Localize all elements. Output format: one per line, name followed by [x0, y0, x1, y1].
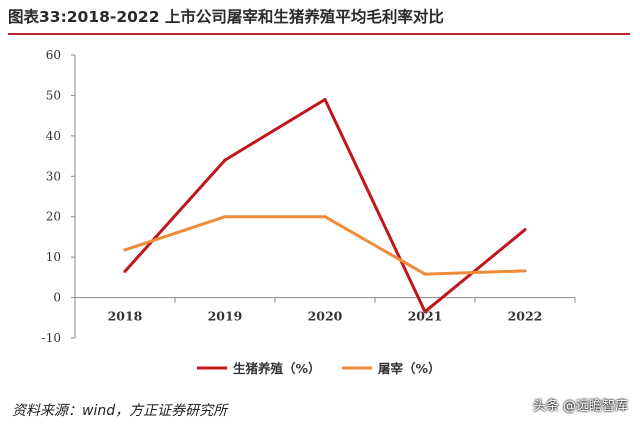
- x-tick-label: 2022: [508, 309, 543, 324]
- watermark: 头条 @远瞻智库: [532, 399, 628, 414]
- legend: 生猪养殖（%） 屠宰（%）: [197, 361, 441, 376]
- chart-title: 图表33:2018-2022 上市公司屠宰和生猪养殖平均毛利率对比: [8, 8, 444, 26]
- data-point: [123, 248, 127, 252]
- data-point: [423, 310, 427, 314]
- legend-label: 屠宰（%）: [377, 361, 441, 376]
- x-tick-label: 2019: [208, 309, 243, 324]
- series-line-2: [123, 215, 527, 276]
- series-layer: [123, 97, 527, 314]
- y-tick-label: -10: [42, 331, 61, 345]
- data-point: [323, 215, 327, 219]
- x-axis: 2018 2019 2020 2021 2022: [74, 297, 576, 324]
- y-tick-label: 0: [53, 291, 61, 305]
- x-tick-label: 2018: [108, 309, 143, 324]
- y-tick-label: 50: [46, 88, 61, 102]
- data-point: [223, 215, 227, 219]
- data-point: [323, 97, 327, 101]
- source-note: 资料来源：wind，方正证券研究所: [12, 403, 228, 419]
- y-tick-label: 40: [46, 129, 61, 143]
- data-point: [123, 269, 127, 273]
- data-point: [223, 158, 227, 162]
- legend-label: 生猪养殖（%）: [233, 361, 321, 376]
- x-tick-label: 2020: [308, 309, 343, 324]
- title-divider: [8, 33, 630, 35]
- data-point: [523, 269, 527, 273]
- y-tick-label: 60: [46, 48, 61, 62]
- data-point: [423, 272, 427, 276]
- series-line-1: [123, 98, 527, 314]
- y-tick-label: 10: [46, 250, 61, 264]
- y-tick-label: 20: [46, 210, 61, 224]
- x-tick-label: 2021: [408, 309, 443, 324]
- y-tick-label: 30: [46, 169, 61, 183]
- y-axis: 60 50 40 30 20 10 0 -10: [42, 48, 76, 345]
- line-chart: 60 50 40 30 20 10 0 -10 2018 2019 2020 2021 2022 生猪…: [42, 48, 576, 376]
- data-point: [523, 228, 527, 232]
